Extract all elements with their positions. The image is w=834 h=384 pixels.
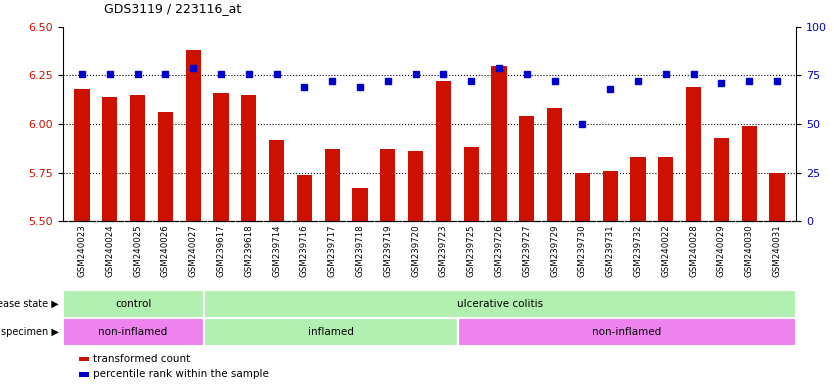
Text: GSM240023: GSM240023 bbox=[78, 225, 87, 277]
Text: GSM239718: GSM239718 bbox=[355, 225, 364, 277]
Text: specimen ▶: specimen ▶ bbox=[1, 327, 58, 337]
Text: percentile rank within the sample: percentile rank within the sample bbox=[93, 369, 269, 379]
Text: transformed count: transformed count bbox=[93, 354, 191, 364]
Bar bbox=[408, 151, 423, 221]
Text: GSM239720: GSM239720 bbox=[411, 225, 420, 277]
Text: GSM239726: GSM239726 bbox=[495, 225, 504, 277]
Bar bbox=[714, 137, 729, 221]
Bar bbox=[380, 149, 395, 221]
Bar bbox=[74, 89, 90, 221]
Text: non-inflamed: non-inflamed bbox=[592, 327, 661, 337]
Bar bbox=[435, 81, 451, 221]
Text: GSM240025: GSM240025 bbox=[133, 225, 142, 277]
Text: GSM239725: GSM239725 bbox=[467, 225, 475, 277]
Bar bbox=[158, 113, 173, 221]
Bar bbox=[185, 50, 201, 221]
Text: GSM239727: GSM239727 bbox=[522, 225, 531, 277]
Text: GSM239723: GSM239723 bbox=[439, 225, 448, 277]
Text: control: control bbox=[115, 299, 151, 309]
Text: GSM239714: GSM239714 bbox=[272, 225, 281, 277]
Bar bbox=[297, 175, 312, 221]
Bar bbox=[102, 97, 118, 221]
Text: inflamed: inflamed bbox=[308, 327, 354, 337]
Text: GSM240028: GSM240028 bbox=[689, 225, 698, 277]
Text: GSM239732: GSM239732 bbox=[634, 225, 642, 277]
Bar bbox=[602, 170, 618, 221]
Text: GDS3119 / 223116_at: GDS3119 / 223116_at bbox=[104, 2, 242, 15]
Text: GSM239730: GSM239730 bbox=[578, 225, 587, 277]
Text: GSM240029: GSM240029 bbox=[717, 225, 726, 277]
Text: GSM239716: GSM239716 bbox=[300, 225, 309, 277]
Text: GSM239719: GSM239719 bbox=[384, 225, 392, 277]
Text: ulcerative colitis: ulcerative colitis bbox=[457, 299, 543, 309]
Bar bbox=[769, 173, 785, 221]
Bar bbox=[658, 157, 674, 221]
Bar bbox=[241, 95, 256, 221]
Bar bbox=[458, 318, 796, 346]
Bar bbox=[63, 290, 203, 318]
Bar bbox=[491, 66, 507, 221]
Bar bbox=[547, 109, 562, 221]
Text: GSM239729: GSM239729 bbox=[550, 225, 559, 277]
Text: GSM240030: GSM240030 bbox=[745, 225, 754, 277]
Bar bbox=[686, 87, 701, 221]
Bar bbox=[203, 318, 458, 346]
Text: GSM239618: GSM239618 bbox=[244, 225, 254, 277]
Bar bbox=[631, 157, 646, 221]
Bar bbox=[130, 95, 145, 221]
Text: GSM239731: GSM239731 bbox=[605, 225, 615, 277]
Text: non-inflamed: non-inflamed bbox=[98, 327, 168, 337]
Text: GSM239617: GSM239617 bbox=[217, 225, 225, 277]
Text: GSM240022: GSM240022 bbox=[661, 225, 671, 277]
Bar bbox=[203, 290, 796, 318]
Text: GSM240024: GSM240024 bbox=[105, 225, 114, 277]
Bar bbox=[741, 126, 757, 221]
Text: GSM240027: GSM240027 bbox=[188, 225, 198, 277]
Bar bbox=[352, 188, 368, 221]
Text: disease state ▶: disease state ▶ bbox=[0, 299, 58, 309]
Bar bbox=[519, 116, 535, 221]
Bar bbox=[575, 173, 590, 221]
Bar bbox=[214, 93, 229, 221]
Text: GSM240031: GSM240031 bbox=[772, 225, 781, 277]
Text: GSM239717: GSM239717 bbox=[328, 225, 337, 277]
Text: GSM240026: GSM240026 bbox=[161, 225, 170, 277]
Bar bbox=[464, 147, 479, 221]
Bar bbox=[63, 318, 203, 346]
Bar bbox=[269, 139, 284, 221]
Bar bbox=[324, 149, 340, 221]
